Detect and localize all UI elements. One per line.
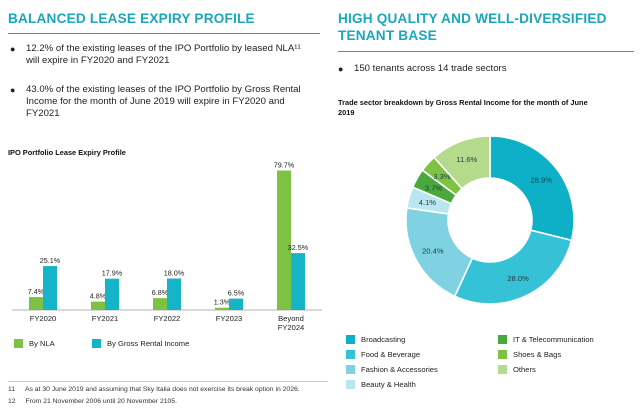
legend-swatch	[498, 335, 507, 344]
legend-label-nla: By NLA	[29, 339, 55, 348]
footnote-11: 11 As at 30 June 2019 and assuming that …	[8, 386, 300, 393]
bar-gri-fy2023	[229, 298, 243, 310]
bar-nla-fy2023	[215, 307, 229, 310]
bar-chart: 7.4% 25.1% FY2020 4.8% 17.9% FY2021 6.8% 18.0% F…	[12, 161, 322, 332]
legend-swatch-gri	[92, 339, 101, 348]
footnote-text: From 21 November 2006 until 20 November …	[25, 398, 177, 405]
bar-gri-fy2021	[105, 278, 119, 310]
legend-label: Beauty & Health	[361, 380, 416, 389]
donut-slice-broadcasting	[489, 135, 575, 242]
bar-value-label: 17.9%	[102, 269, 123, 278]
x-tick-label: FY2023	[216, 314, 243, 323]
legend-item-food-beverage: Food & Beverage	[346, 350, 420, 359]
bar-gri-fy2020	[43, 266, 57, 310]
legend-swatch	[498, 365, 507, 374]
donut-slice-label: 28.0%	[507, 274, 529, 283]
bar-gri-beyond-fy2024	[291, 253, 305, 310]
left-bullet-2: ● 43.0% of the existing leases of the IP…	[10, 84, 301, 120]
bar-legend-gri: By Gross Rental Income	[92, 339, 189, 348]
bar-value-label: 18.0%	[164, 269, 185, 278]
footnote-number: 12	[8, 398, 16, 405]
bar-value-label: 32.5%	[288, 243, 309, 252]
left-bullet-1: ● 12.2% of the existing leases of the IP…	[10, 43, 301, 67]
right-heading-rule	[338, 51, 634, 52]
legend-label: Others	[513, 365, 536, 374]
footnote-rule	[8, 381, 328, 382]
donut-slice-label: 3.7%	[425, 183, 443, 192]
bullet-dot: ●	[10, 44, 16, 54]
donut-chart-title: Trade sector breakdown by Gross Rental I…	[338, 98, 588, 117]
left-heading: BALANCED LEASE EXPIRY PROFILE	[8, 11, 255, 26]
bar-value-label: 6.8%	[152, 288, 169, 297]
legend-label: IT & Telecommunication	[513, 335, 594, 344]
legend-swatch	[346, 335, 355, 344]
bar-value-label: 4.8%	[90, 292, 107, 301]
donut-hole	[449, 179, 531, 261]
legend-item-shoes-bags: Shoes & Bags	[498, 350, 561, 359]
legend-label: Fashion & Accessories	[361, 365, 438, 374]
bar-legend-nla: By NLA	[14, 339, 55, 348]
legend-label: Broadcasting	[361, 335, 406, 344]
footnote-text: As at 30 June 2019 and assuming that Sky…	[24, 386, 300, 393]
legend-label-gri: By Gross Rental Income	[107, 339, 190, 348]
bar-nla-fy2022	[153, 298, 167, 310]
legend-swatch	[346, 365, 355, 374]
right-bullet-1: ● 150 tenants across 14 trade sectors	[338, 63, 507, 74]
donut-slice-label: 11.6%	[456, 155, 477, 164]
donut-slice-label: 4.1%	[419, 198, 437, 207]
footnote-12: 12 From 21 November 2006 until 20 Novemb…	[8, 398, 177, 405]
donut-chart: 28.9% 28.0% 20.4% 4.1% 3.7% 3.3% 11.6%	[405, 135, 575, 305]
bullet-dot: ●	[10, 85, 16, 95]
bar-value-label: 7.4%	[28, 287, 45, 296]
donut-slice-fashion-accessories	[405, 206, 474, 298]
right-heading-line2: TENANT BASE	[338, 28, 437, 43]
legend-item-others: Others	[498, 365, 536, 374]
legend-item-fashion-accessories: Fashion & Accessories	[346, 365, 438, 374]
bar-nla-fy2020	[29, 297, 43, 310]
legend-swatch-nla	[14, 339, 23, 348]
bar-value-label: 25.1%	[40, 256, 61, 265]
bar-value-label: 6.5%	[228, 289, 245, 298]
bar-value-label: 1.3%	[214, 298, 231, 307]
right-heading: HIGH QUALITY AND WELL-DIVERSIFIED TENANT…	[338, 10, 607, 44]
left-heading-rule	[8, 33, 320, 34]
right-heading-line1: HIGH QUALITY AND WELL-DIVERSIFIED	[338, 11, 607, 26]
x-tick-label: FY2022	[154, 314, 181, 323]
bullet-dot: ●	[338, 64, 344, 74]
legend-swatch	[498, 350, 507, 359]
donut-slice-others	[432, 135, 491, 190]
donut-slice-label: 3.3%	[433, 172, 451, 181]
bar-gri-fy2022	[167, 278, 181, 310]
legend-label: Shoes & Bags	[513, 350, 562, 359]
x-tick-label: FY2021	[92, 314, 119, 323]
donut-slice-label: 28.9%	[530, 175, 552, 184]
legend-item-broadcasting: Broadcasting	[346, 335, 405, 344]
legend-swatch	[346, 350, 355, 359]
x-tick-label: Beyond	[278, 314, 304, 323]
bar-nla-fy2021	[91, 301, 105, 310]
legend-label: Food & Beverage	[361, 350, 421, 359]
bar-value-label: 79.7%	[274, 161, 295, 170]
bar-nla-beyond-fy2024	[277, 170, 291, 310]
footnote-number: 11	[8, 386, 16, 393]
x-tick-label: FY2024	[278, 323, 305, 332]
legend-item-beauty-health: Beauty & Health	[346, 380, 416, 389]
donut-slice-label: 20.4%	[422, 246, 444, 255]
legend-swatch	[346, 380, 355, 389]
x-tick-label: FY2020	[30, 314, 57, 323]
donut-slice-food-beverage	[453, 229, 573, 305]
bar-chart-title: IPO Portfolio Lease Expiry Profile	[8, 148, 126, 157]
legend-item-it-telecommunication: IT & Telecommunication	[498, 335, 594, 344]
